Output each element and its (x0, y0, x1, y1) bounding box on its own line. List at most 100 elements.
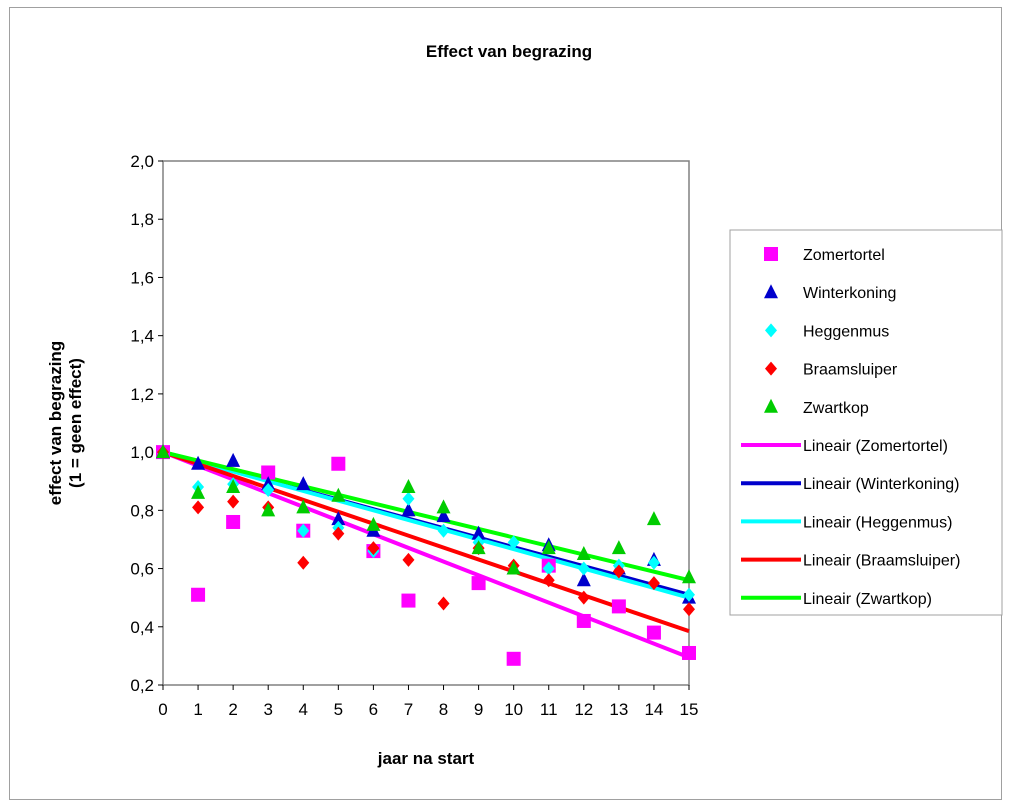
data-point-s1 (682, 645, 696, 660)
legend-label: Lineair (Zwartkop) (803, 591, 932, 608)
legend-label: Braamsluiper (803, 362, 898, 379)
trendline-3 (162, 450, 690, 600)
data-point-s3 (437, 523, 450, 538)
trendline-1 (162, 450, 690, 660)
data-point-s4 (683, 602, 695, 617)
chart-title: Effect van begrazing (426, 42, 592, 61)
x-tick-label: 10 (504, 700, 523, 719)
data-point-s5 (331, 487, 346, 502)
data-point-s5 (541, 540, 556, 555)
data-point-s4 (437, 596, 450, 611)
data-point-s5 (471, 540, 486, 555)
x-tick-label: 14 (644, 700, 663, 719)
data-point-s3 (262, 482, 275, 497)
data-point-s5 (436, 499, 451, 514)
trendlines (162, 450, 690, 660)
data-point-s5 (611, 540, 626, 555)
data-point-s4 (577, 590, 590, 605)
y-axis-title-line1: effect van begrazing (46, 341, 65, 505)
data-point-s1 (226, 514, 241, 529)
legend-marker (765, 323, 777, 338)
data-point-s3 (577, 561, 590, 576)
y-tick-label: 1,2 (130, 385, 154, 404)
data-point-s1 (191, 587, 206, 602)
data-point-s5 (576, 546, 591, 560)
x-tick-label: 4 (299, 700, 308, 719)
data-point-s1 (401, 593, 416, 608)
data-point-s3 (683, 587, 695, 602)
legend-label: Winterkoning (803, 285, 896, 302)
data-point-s3 (507, 535, 520, 550)
data-point-s2 (436, 508, 451, 523)
x-axis-title: jaar na start (377, 749, 475, 768)
data-point-s2 (331, 511, 346, 526)
x-tick-label: 1 (193, 700, 202, 719)
data-point-s5 (646, 511, 661, 526)
plot-area (162, 160, 690, 686)
y-tick-label: 2,0 (130, 152, 154, 171)
data-point-s1 (611, 599, 626, 614)
data-point-s1 (646, 625, 661, 640)
x-tick-label: 9 (474, 700, 483, 719)
legend-label: Zomertortel (803, 247, 885, 264)
legend: Zomertortel Winterkoning Heggenmus Braamslu… (741, 247, 960, 608)
trendline-4 (162, 450, 690, 634)
legend-label: Zwartkop (803, 400, 869, 417)
data-point-s4 (542, 573, 555, 588)
y-tick-label: 0,6 (130, 560, 154, 579)
data-point-s1 (331, 456, 346, 471)
x-tick-label: 11 (540, 700, 558, 719)
legend-marker (765, 361, 777, 376)
legend-label: Lineair (Winterkoning) (803, 476, 960, 493)
legend-label: Lineair (Heggenmus) (803, 514, 952, 531)
y-tick-label: 1,0 (130, 443, 154, 462)
x-tick-label: 15 (680, 700, 699, 719)
x-tick-label: 8 (439, 700, 448, 719)
data-point-s5 (191, 484, 206, 499)
y-axis-title-group: effect van begrazing (1 = geen effect) (46, 341, 85, 505)
data-point-s1 (471, 576, 486, 591)
data-point-s4 (227, 494, 240, 509)
data-point-s2 (401, 502, 416, 517)
x-tick-label: 6 (369, 700, 378, 719)
data-point-s2 (191, 455, 206, 470)
data-point-s4 (612, 564, 625, 579)
data-point-s3 (647, 555, 660, 570)
x-tick-label: 5 (334, 700, 343, 719)
data-point-s5 (261, 502, 276, 517)
data-point-s1 (576, 613, 591, 628)
trendline-5 (162, 450, 690, 583)
data-point-s5 (682, 569, 696, 584)
data-point-s4 (367, 541, 380, 556)
data-point-s5 (156, 444, 170, 459)
legend-marker (764, 398, 778, 413)
x-tick-label: 2 (228, 700, 237, 719)
x-tick-label: 12 (574, 700, 593, 719)
data-point-s4 (297, 555, 310, 570)
data-point-s3 (297, 523, 310, 538)
data-point-s4 (192, 500, 205, 515)
data-point-s5 (366, 516, 381, 531)
data-points (156, 444, 696, 666)
data-point-s2 (576, 572, 591, 587)
data-point-s5 (401, 479, 416, 494)
x-tick-label: 13 (609, 700, 628, 719)
legend-label: Lineair (Zomertortel) (803, 438, 948, 455)
legend-label: Heggenmus (803, 323, 889, 340)
x-tick-label: 7 (404, 700, 413, 719)
y-tick-label: 1,6 (130, 268, 154, 287)
data-point-s1 (506, 651, 521, 666)
y-tick-label: 0,4 (130, 618, 154, 637)
legend-marker (764, 284, 778, 299)
data-point-s3 (542, 561, 555, 576)
y-tick-label: 0,2 (130, 676, 154, 695)
x-axis: 0 1 2 3 4 5 6 7 8 9 10 11 12 13 14 15 (158, 685, 698, 719)
data-point-s1 (261, 465, 276, 480)
legend-marker (764, 247, 778, 261)
data-point-s4 (332, 526, 345, 541)
data-point-s4 (647, 576, 660, 591)
data-point-s3 (402, 491, 415, 506)
data-point-s5 (226, 479, 241, 494)
x-tick-label: 0 (158, 700, 167, 719)
